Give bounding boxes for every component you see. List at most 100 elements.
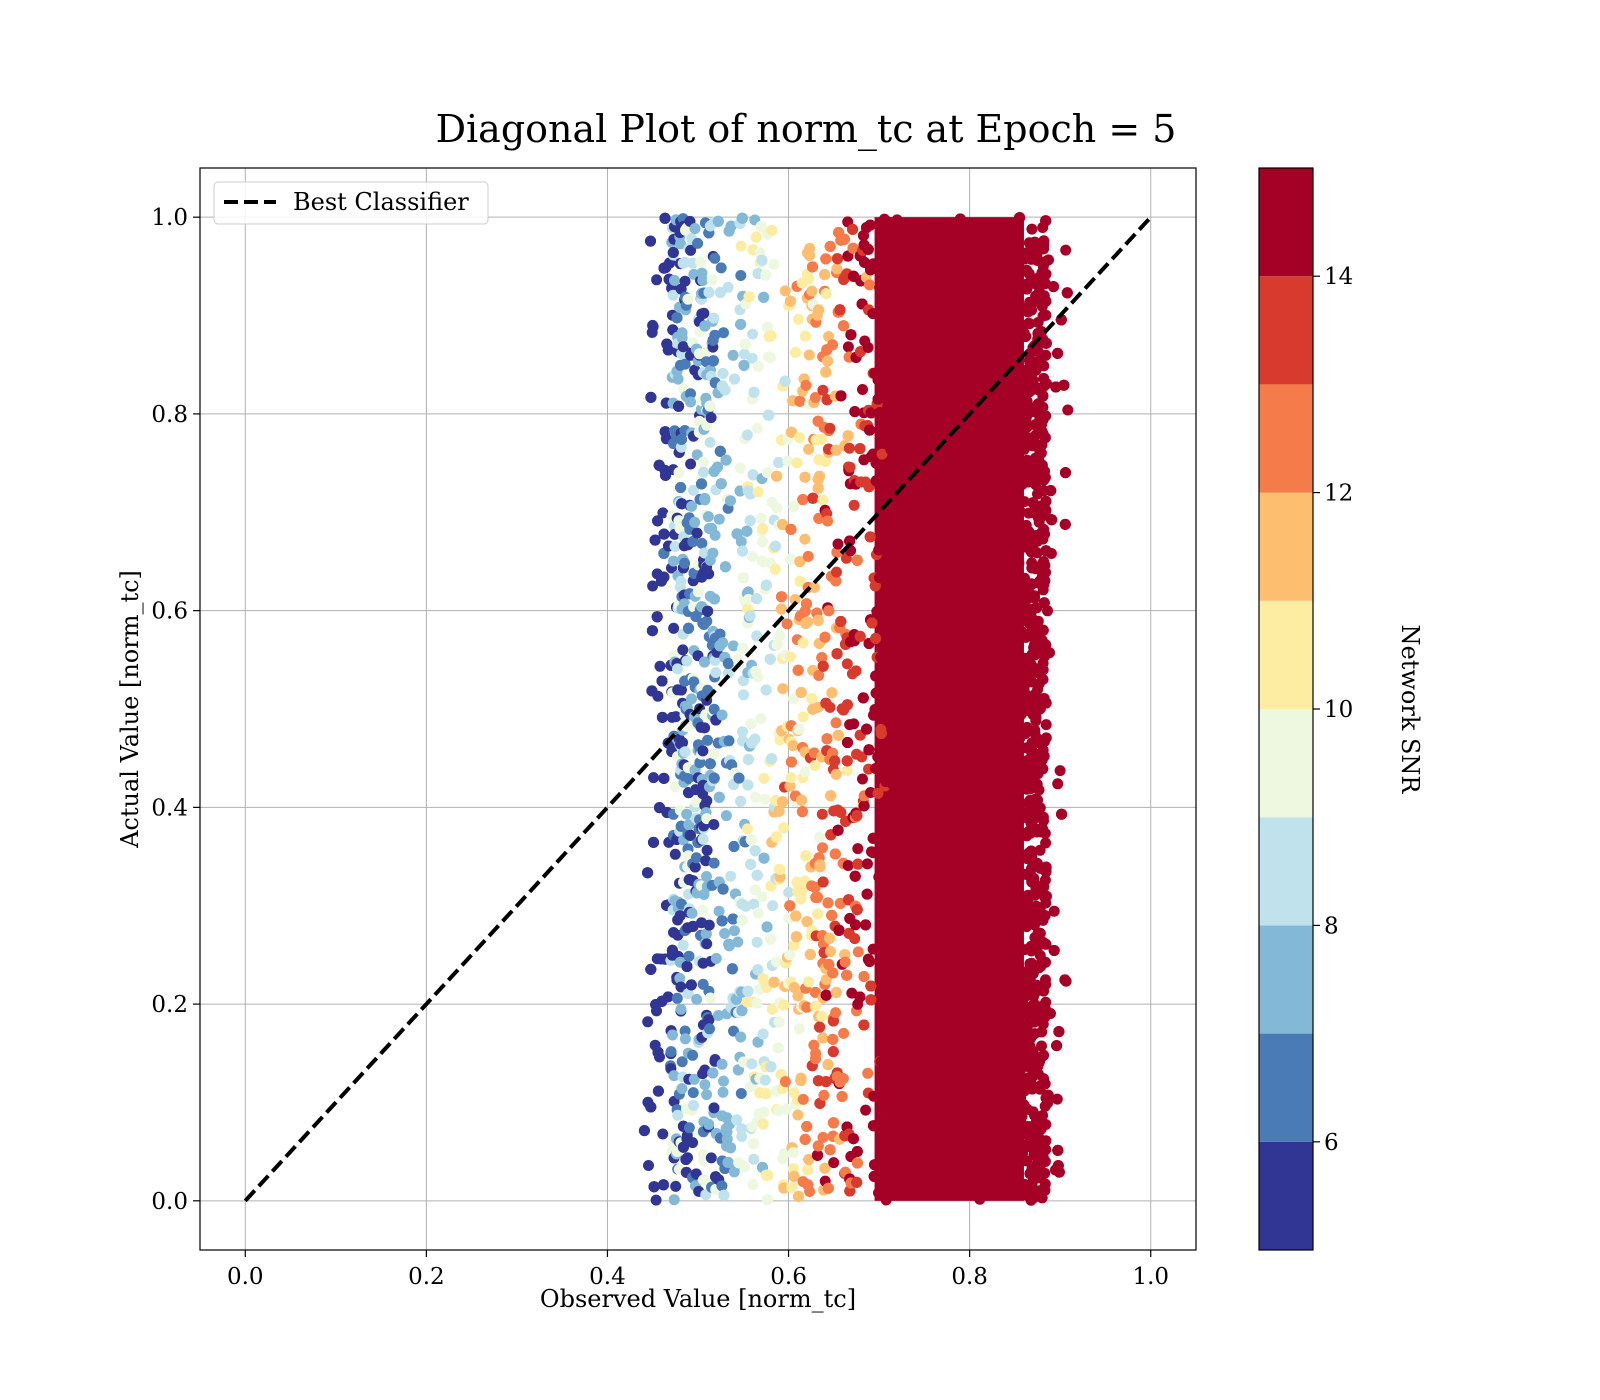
scatter-point [725, 220, 737, 232]
scatter-point [702, 734, 713, 746]
scatter-point [779, 375, 791, 387]
scatter-point [712, 215, 724, 227]
scatter-point [685, 458, 697, 470]
scatter-point [820, 1076, 832, 1088]
scatter-point [670, 711, 682, 723]
scatter-point [771, 639, 783, 651]
scatter-point [688, 484, 699, 496]
scatter-point [980, 771, 992, 783]
scatter-point [816, 1010, 828, 1022]
scatter-point [670, 1180, 682, 1192]
scatter-point [703, 1118, 715, 1130]
scatter-point [819, 455, 831, 467]
scatter-point [790, 931, 802, 943]
scatter-point [881, 389, 893, 401]
scatter-point [948, 635, 960, 647]
scatter-point [903, 917, 914, 929]
scatter-point [821, 394, 833, 406]
scatter-point [739, 338, 751, 350]
scatter-point [701, 844, 713, 856]
scatter-point [892, 726, 904, 738]
scatter-point [886, 1057, 898, 1069]
scatter-point [825, 790, 837, 802]
scatter-point [749, 845, 761, 857]
scatter-point [676, 1083, 688, 1095]
scatter-point [854, 630, 866, 642]
scatter-point [814, 831, 826, 843]
scatter-point [801, 1001, 813, 1013]
scatter-point [675, 684, 687, 696]
scatter-point [979, 925, 991, 937]
scatter-point [982, 232, 994, 244]
scatter-point [683, 950, 695, 962]
scatter-point [722, 667, 734, 679]
scatter-point [817, 660, 829, 672]
scatter-point [860, 919, 872, 931]
scatter-point [951, 571, 962, 583]
scatter-point [920, 706, 932, 718]
scatter-point [708, 857, 720, 869]
scatter-point [870, 670, 882, 682]
scatter-point [699, 1079, 711, 1091]
scatter-point [1004, 744, 1016, 756]
scatter-point [888, 866, 899, 878]
scatter-point [993, 868, 1005, 880]
scatter-point [1006, 230, 1018, 242]
scatter-point [851, 810, 863, 821]
scatter-point [959, 1178, 971, 1190]
scatter-point [668, 622, 680, 634]
scatter-point [941, 600, 953, 612]
scatter-point [851, 1176, 863, 1188]
scatter-point [886, 754, 898, 765]
scatter-point [989, 989, 1001, 1001]
scatter-point [701, 615, 713, 627]
scatter-point [1008, 279, 1020, 291]
scatter-point [723, 940, 735, 952]
scatter-point [819, 1162, 831, 1174]
scatter-point [995, 612, 1007, 624]
scatter-point [758, 852, 770, 864]
scatter-point [817, 384, 829, 396]
scatter-point [638, 1125, 650, 1137]
scatter-point [708, 748, 720, 760]
scatter-point [966, 1025, 977, 1037]
scatter-point [870, 457, 882, 469]
scatter-point [679, 557, 691, 569]
scatter-point [699, 722, 711, 734]
scatter-point [867, 832, 879, 844]
scatter-point [777, 519, 789, 530]
scatter-point [738, 572, 749, 584]
scatter-point [674, 910, 686, 922]
scatter-point [648, 772, 659, 784]
scatter-point [960, 512, 972, 524]
scatter-point [790, 910, 802, 922]
scatter-point [861, 723, 873, 735]
scatter-point [917, 768, 929, 780]
scatter-point [697, 456, 709, 468]
scatter-point [962, 310, 973, 322]
scatter-point [713, 905, 725, 917]
scatter-point [901, 336, 913, 347]
scatter-point [950, 864, 962, 876]
scatter-point [676, 332, 688, 344]
scatter-point [948, 368, 960, 380]
scatter-point [989, 1088, 1001, 1100]
scatter-point [1006, 460, 1018, 472]
scatter-point [984, 1147, 996, 1159]
scatter-point [830, 575, 842, 587]
scatter-point [973, 1054, 985, 1066]
scatter-point [723, 735, 735, 747]
scatter-point [672, 373, 684, 385]
scatter-point [833, 924, 845, 936]
scatter-point [904, 722, 916, 734]
scatter-point [643, 1160, 654, 1171]
scatter-point [758, 772, 770, 784]
scatter-point [809, 1000, 821, 1012]
scatter-point [788, 693, 800, 705]
scatter-point [849, 406, 861, 418]
scatter-point [892, 812, 904, 824]
scatter-point [884, 1035, 896, 1047]
scatter-point [704, 436, 716, 448]
scatter-point [968, 696, 980, 708]
